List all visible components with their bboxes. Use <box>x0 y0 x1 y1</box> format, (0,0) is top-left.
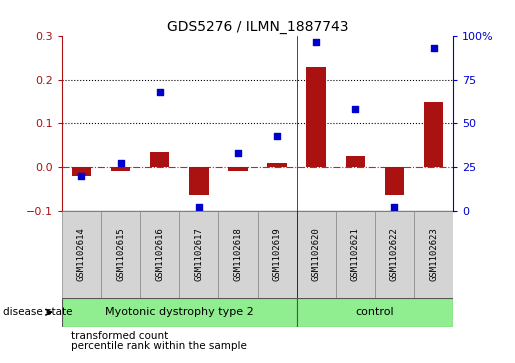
Text: GSM1102618: GSM1102618 <box>233 227 243 281</box>
Bar <box>218 211 258 298</box>
Point <box>351 107 359 113</box>
Point <box>195 204 203 210</box>
Bar <box>258 211 297 298</box>
Bar <box>111 167 130 171</box>
Point <box>156 89 164 95</box>
Point <box>234 150 242 156</box>
Bar <box>179 211 218 298</box>
Bar <box>385 167 404 195</box>
Text: GSM1102614: GSM1102614 <box>77 227 86 281</box>
Text: GSM1102623: GSM1102623 <box>429 227 438 281</box>
Text: GSM1102619: GSM1102619 <box>272 227 282 281</box>
Text: percentile rank within the sample: percentile rank within the sample <box>71 341 247 351</box>
Bar <box>297 211 336 298</box>
Bar <box>306 67 326 167</box>
Bar <box>140 211 179 298</box>
Bar <box>267 163 287 167</box>
Bar <box>189 167 209 195</box>
Point <box>273 133 281 139</box>
Bar <box>424 102 443 167</box>
Bar <box>336 211 375 298</box>
Point <box>312 38 320 44</box>
Bar <box>375 211 414 298</box>
Bar <box>62 211 101 298</box>
Text: transformed count: transformed count <box>71 331 168 341</box>
Text: GSM1102615: GSM1102615 <box>116 227 125 281</box>
Text: GSM1102620: GSM1102620 <box>312 227 321 281</box>
Title: GDS5276 / ILMN_1887743: GDS5276 / ILMN_1887743 <box>167 20 348 34</box>
Bar <box>228 167 248 171</box>
Text: disease state: disease state <box>3 307 72 317</box>
Text: GSM1102621: GSM1102621 <box>351 227 360 281</box>
Point <box>430 46 438 52</box>
Bar <box>62 298 297 327</box>
Point <box>390 204 399 210</box>
Bar <box>414 211 453 298</box>
Point <box>77 173 85 179</box>
Text: Myotonic dystrophy type 2: Myotonic dystrophy type 2 <box>105 307 253 317</box>
Point <box>116 160 125 166</box>
Text: GSM1102617: GSM1102617 <box>194 227 203 281</box>
Bar <box>346 156 365 167</box>
Text: GSM1102616: GSM1102616 <box>155 227 164 281</box>
Bar <box>297 298 453 327</box>
Text: GSM1102622: GSM1102622 <box>390 227 399 281</box>
Bar <box>150 152 169 167</box>
Bar <box>72 167 91 176</box>
Text: control: control <box>355 307 394 317</box>
Bar <box>101 211 140 298</box>
